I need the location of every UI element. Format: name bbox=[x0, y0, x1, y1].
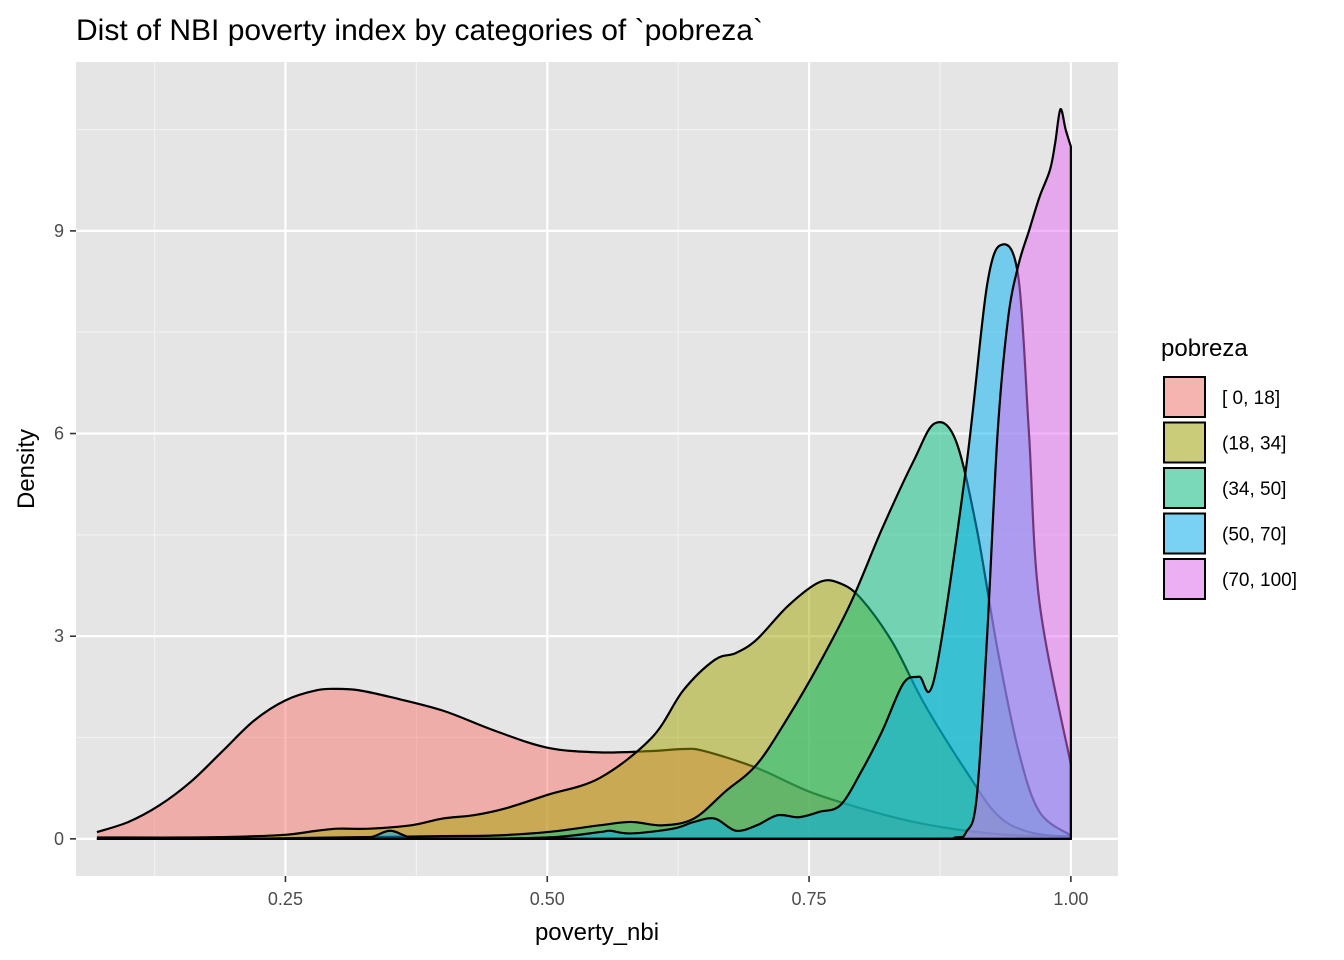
legend: [ 0, 18] (18, 34] (34, 50] (50, 70] (70, 100… bbox=[1163, 376, 1297, 600]
legend-label: [ 0, 18] bbox=[1222, 388, 1280, 409]
y-tick-label: 6 bbox=[54, 424, 64, 444]
y-tick-label: 9 bbox=[54, 221, 64, 241]
legend-label: (50, 70] bbox=[1222, 525, 1286, 546]
chart-title: Dist of NBI poverty index by categories … bbox=[76, 14, 763, 47]
density-areas bbox=[96, 108, 1072, 841]
legend-label: (18, 34] bbox=[1222, 434, 1286, 455]
density-area-series-4 bbox=[96, 244, 1071, 839]
x-tick-label: 1.00 bbox=[1053, 889, 1088, 909]
x-tick-label: 0.75 bbox=[792, 889, 827, 909]
legend-title: pobreza bbox=[1161, 335, 1248, 362]
legend-key-swatch bbox=[1163, 558, 1206, 600]
y-tick-label: 0 bbox=[54, 829, 64, 849]
x-tick-label: 0.50 bbox=[530, 889, 565, 909]
legend-key-swatch bbox=[1163, 421, 1206, 464]
density-line-series-5 bbox=[96, 108, 1072, 841]
axis-ticks bbox=[70, 230, 1072, 882]
x-axis-title: poverty_nbi bbox=[535, 919, 659, 946]
legend-key-swatch bbox=[1163, 376, 1206, 418]
legend-label: (34, 50] bbox=[1222, 479, 1286, 500]
tick-labels: 0.25 0.50 0.75 1.00 0 3 6 9 bbox=[54, 221, 1088, 909]
legend-key-swatch bbox=[1163, 467, 1206, 509]
x-tick-label: 0.25 bbox=[268, 889, 303, 909]
legend-label: (70, 100] bbox=[1222, 570, 1297, 591]
legend-key-swatch bbox=[1163, 512, 1206, 555]
density-area-series-3 bbox=[96, 422, 1071, 839]
y-axis-title: Density bbox=[13, 429, 40, 509]
y-tick-label: 3 bbox=[54, 626, 64, 646]
